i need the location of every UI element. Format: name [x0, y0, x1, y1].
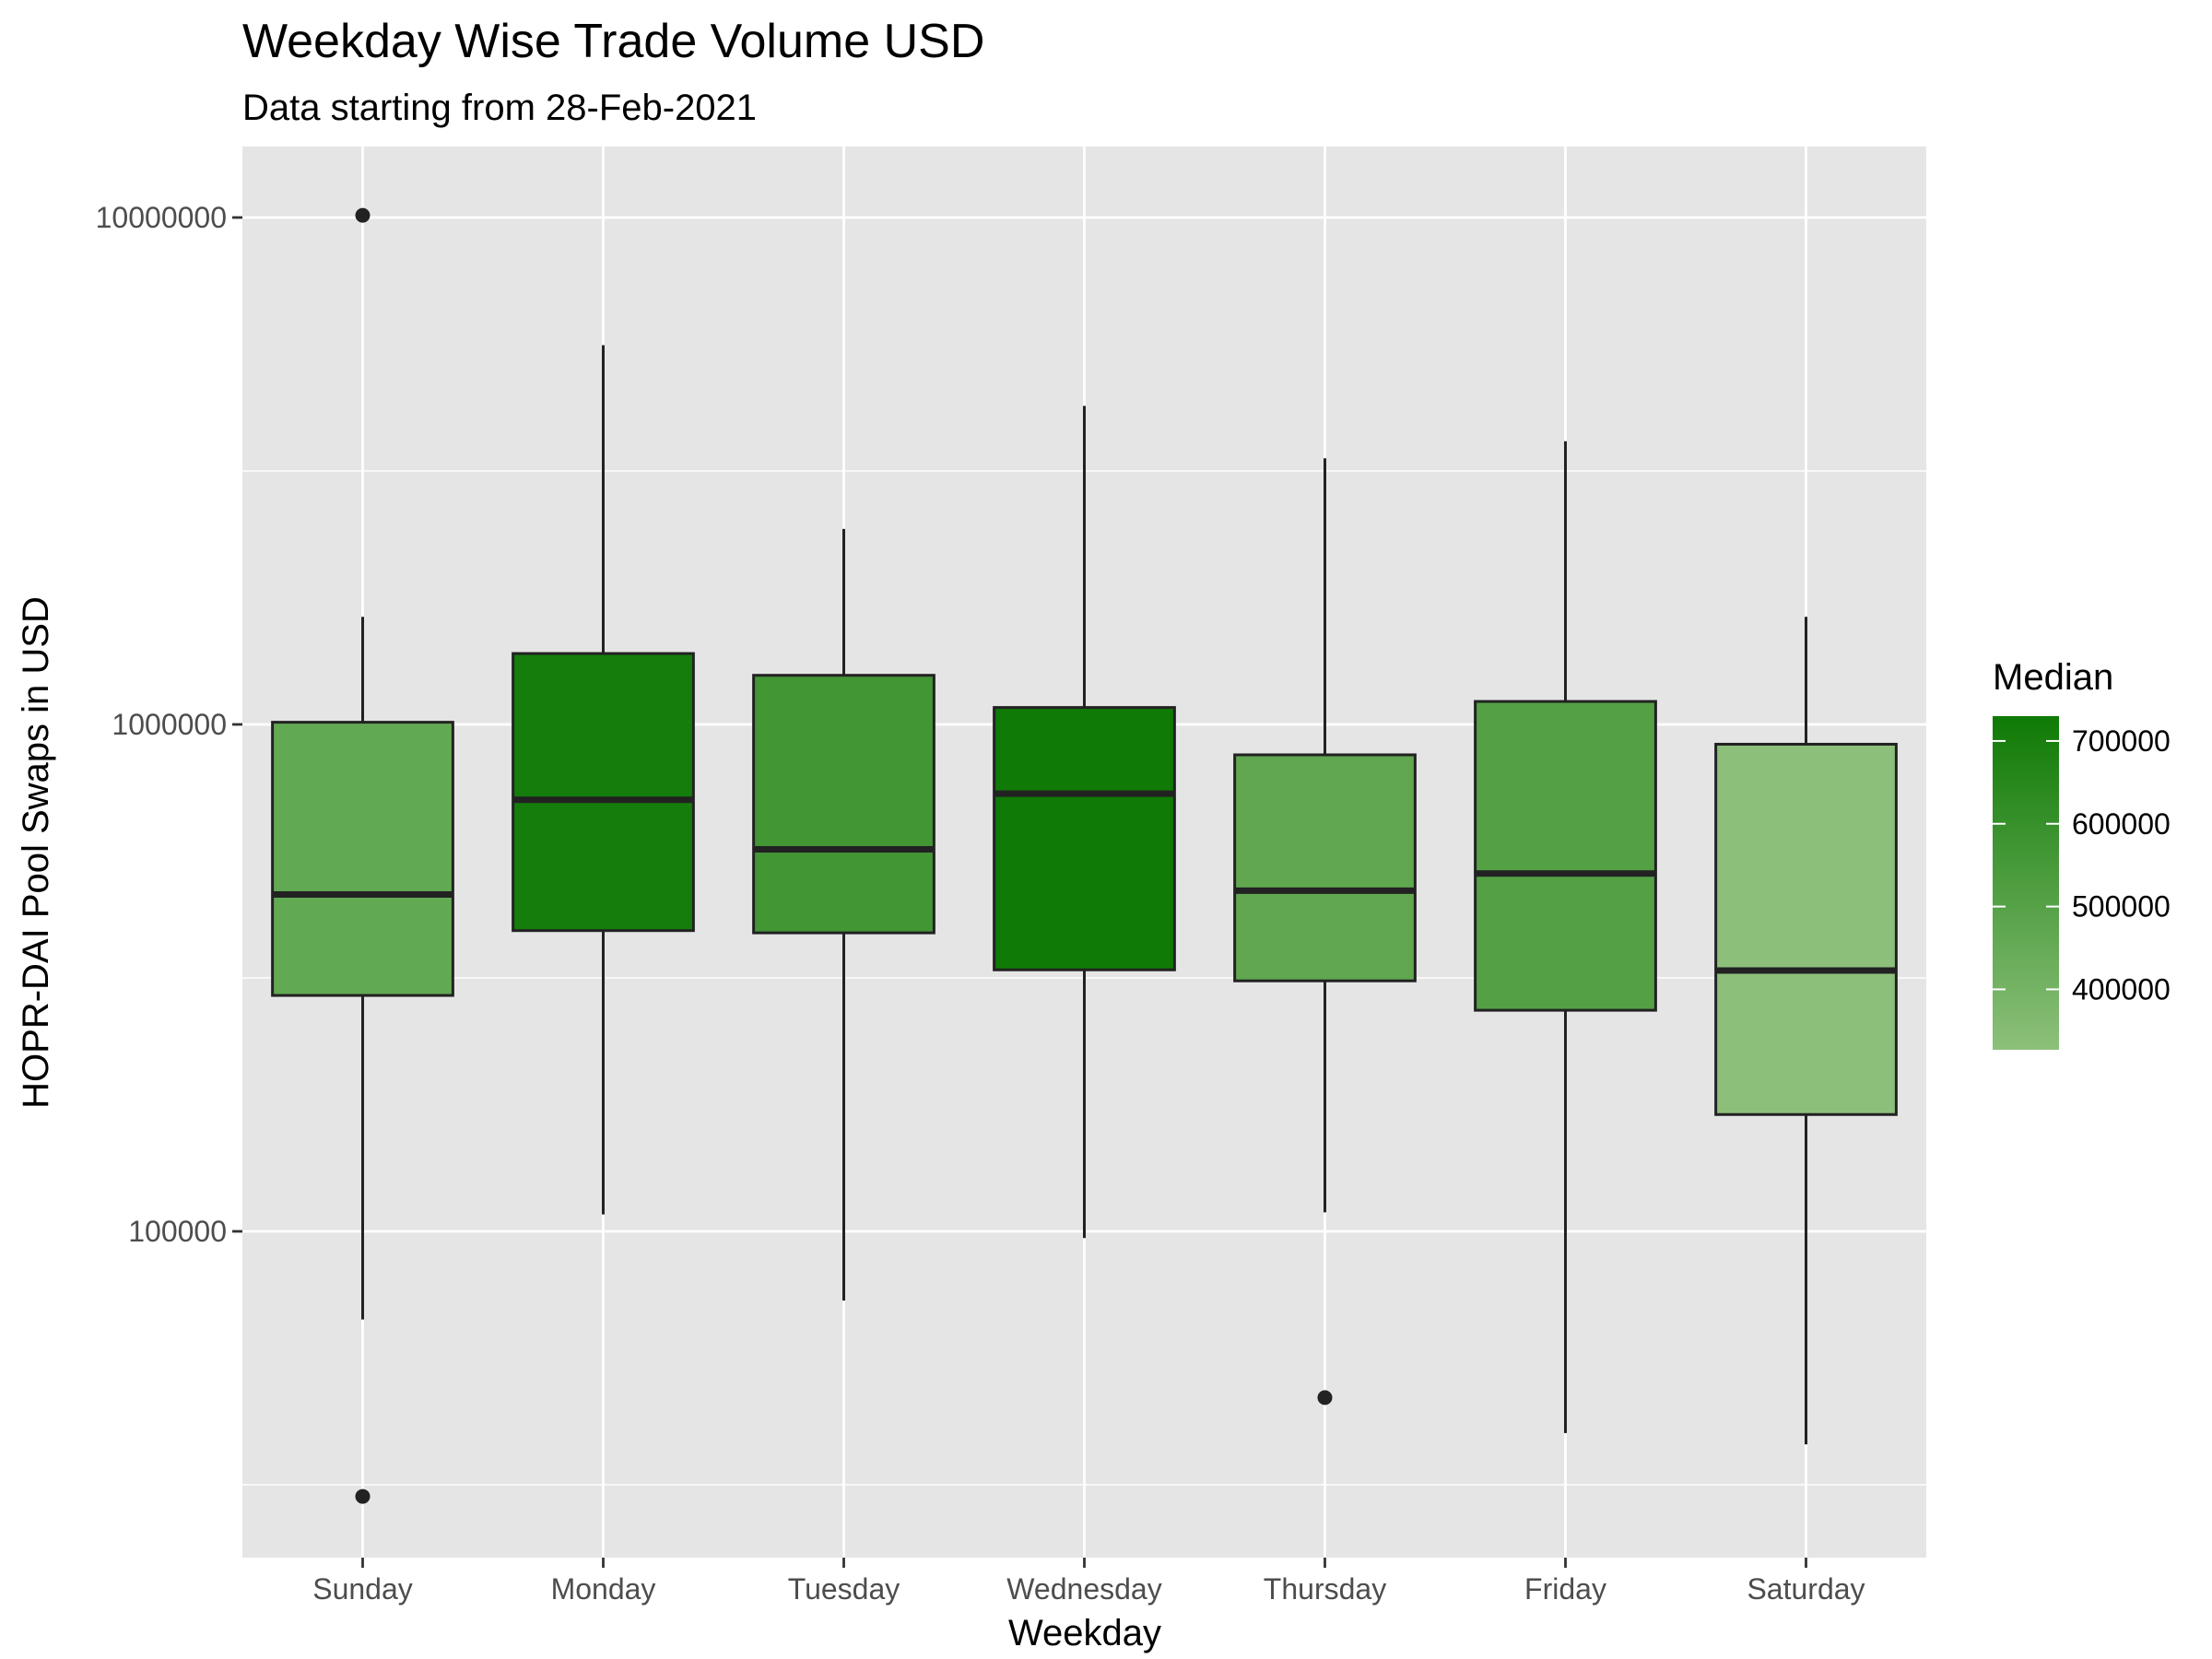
box-wednesday — [993, 406, 1176, 1239]
box-thursday — [1233, 458, 1417, 1406]
box-saturday — [1714, 617, 1898, 1445]
legend-tick-label: 400000 — [2072, 972, 2171, 1006]
outlier-point — [355, 207, 371, 223]
legend-colorbar — [1993, 716, 2059, 1050]
x-tick-label: Saturday — [1747, 1572, 1865, 1606]
box-iqr — [1233, 753, 1417, 982]
x-axis-title: Weekday — [1008, 1613, 1161, 1653]
box-friday — [1474, 441, 1657, 1433]
y-tick-label: 1000000 — [112, 708, 227, 741]
legend-title: Median — [1993, 657, 2113, 698]
box-iqr — [1474, 700, 1657, 1012]
box-tuesday — [752, 528, 935, 1301]
box-sunday — [271, 207, 454, 1504]
box-iqr — [752, 674, 935, 935]
x-tick-label: Thursday — [1264, 1572, 1386, 1606]
box-monday — [512, 345, 695, 1215]
outlier-point — [1317, 1390, 1333, 1406]
box-iqr — [512, 652, 695, 933]
x-tick-label: Monday — [551, 1572, 656, 1606]
box-iqr — [1714, 742, 1898, 1116]
legend-ticks: 400000 500000 600000 700000 — [1993, 724, 2171, 1006]
legend-tick-label: 500000 — [2072, 890, 2171, 924]
x-tick-label: Sunday — [312, 1572, 413, 1606]
x-axis: Sunday Monday Tuesday Wednesday Thursday Frid… — [312, 1558, 1865, 1606]
outlier-point — [355, 1488, 371, 1504]
color-legend: Median 400000 500000 600000 700000 — [1993, 657, 2171, 1050]
x-tick-label: Friday — [1524, 1572, 1606, 1606]
y-axis-title: HOPR-DAI Pool Swaps in USD — [16, 596, 56, 1109]
y-tick-label: 100000 — [128, 1215, 227, 1248]
x-tick-label: Tuesday — [788, 1572, 900, 1606]
box-iqr — [271, 721, 454, 997]
chart-subtitle: Data starting from 28-Feb-2021 — [242, 88, 757, 128]
chart-title: Weekday Wise Trade Volume USD — [242, 15, 984, 68]
x-tick-label: Wednesday — [1006, 1572, 1161, 1606]
y-axis: 100000 1000000 10000000 — [96, 201, 242, 1248]
y-tick-label: 10000000 — [96, 201, 227, 234]
box-layer — [271, 207, 1898, 1504]
legend-tick-label: 700000 — [2072, 724, 2171, 758]
legend-tick-label: 600000 — [2072, 807, 2171, 841]
box-iqr — [993, 706, 1176, 971]
